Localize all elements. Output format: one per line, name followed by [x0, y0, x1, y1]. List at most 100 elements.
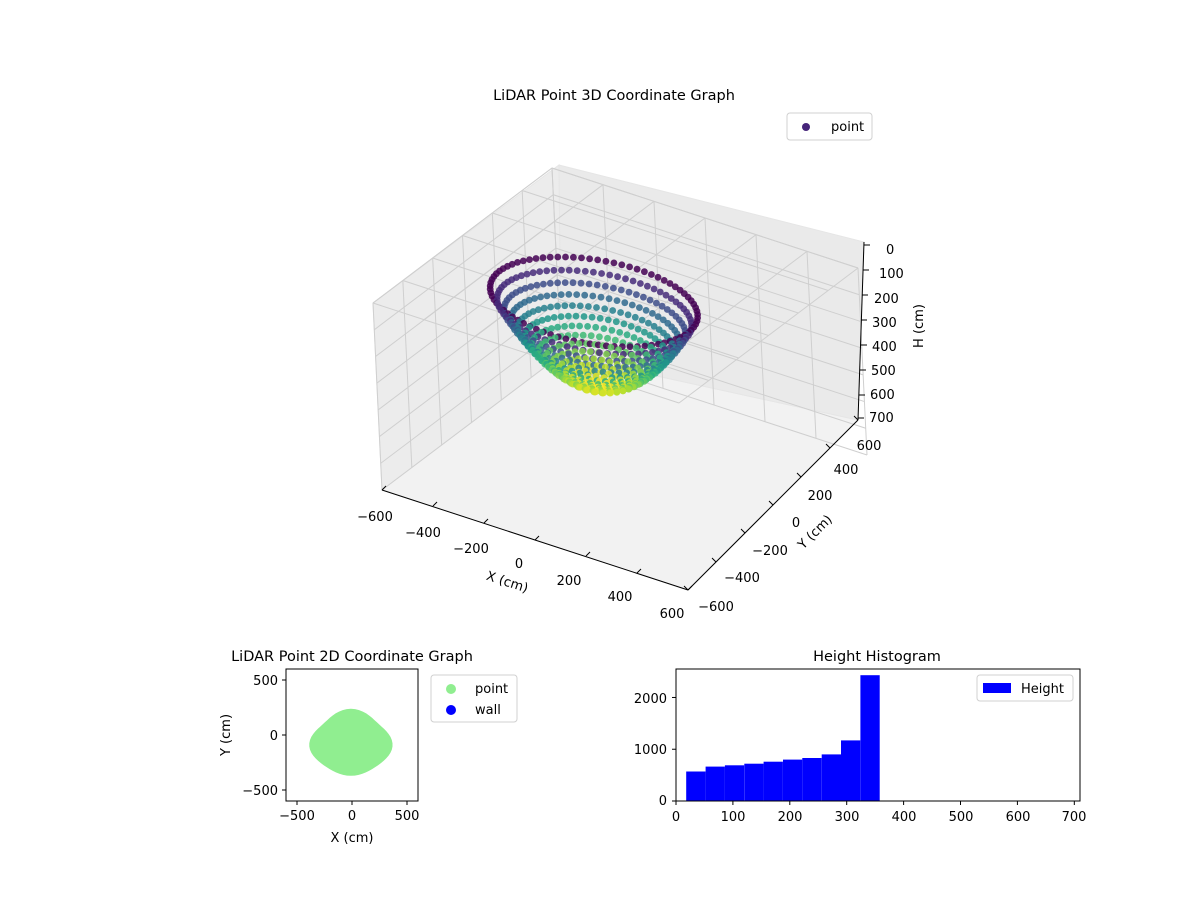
point-marker — [611, 336, 619, 344]
point-marker — [605, 295, 613, 303]
point-marker — [641, 328, 648, 336]
point-marker — [591, 367, 599, 375]
point-marker — [638, 316, 646, 324]
point-marker — [573, 267, 581, 274]
point-marker — [547, 303, 554, 311]
grid-line — [602, 184, 613, 372]
point-marker — [518, 272, 525, 280]
point-marker — [634, 325, 642, 333]
legend-2d: point wall — [430, 674, 518, 723]
legend-marker-point — [446, 684, 456, 694]
point-marker — [654, 273, 662, 281]
x-tick-label: 300 — [835, 810, 860, 825]
point-marker — [656, 288, 664, 296]
legend-swatch-height — [983, 683, 1011, 693]
point-marker — [526, 256, 533, 263]
point-marker — [554, 302, 561, 310]
point-marker — [550, 314, 558, 321]
legend-histogram: Height — [976, 674, 1074, 702]
histogram-title: Height Histogram — [813, 649, 941, 665]
point-marker — [658, 302, 666, 310]
point-marker — [594, 256, 602, 264]
point-marker — [609, 307, 617, 314]
z-tick-label: 700 — [869, 411, 894, 426]
histogram-frame — [675, 668, 1081, 802]
grid-line — [462, 235, 472, 423]
point-marker — [577, 279, 585, 287]
point-marker — [633, 291, 640, 298]
chart-2d-ticks: −500 0 500 500 0 −500 X (cm) Y (cm) — [219, 674, 419, 846]
legend-3d: point — [786, 112, 873, 141]
point-marker — [588, 313, 596, 321]
histogram-bar — [802, 758, 822, 801]
z-axis-label: H (cm) — [912, 304, 927, 348]
point-region — [309, 708, 393, 776]
y-tick-label: −200 — [752, 544, 788, 559]
point-marker — [578, 254, 585, 262]
y-tick-label: 200 — [808, 489, 833, 504]
y-tick-label: 2000 — [634, 692, 667, 707]
point-marker — [629, 277, 637, 285]
point-marker — [608, 326, 616, 334]
histogram-bars — [686, 675, 880, 801]
point-marker — [523, 270, 531, 278]
point-marker — [601, 305, 609, 313]
point-marker — [671, 283, 679, 291]
point-marker — [637, 280, 644, 287]
z-axis-line — [857, 241, 865, 421]
point-marker — [544, 315, 552, 323]
point-marker — [563, 343, 571, 351]
point-marker — [540, 304, 548, 312]
point-marker — [601, 283, 609, 290]
point-marker — [593, 281, 601, 289]
point-marker — [557, 313, 565, 320]
point-marker — [640, 293, 647, 301]
point-marker — [645, 319, 652, 327]
x-tick-label: 600 — [1006, 810, 1031, 825]
legend-marker-wall — [446, 705, 456, 715]
point-marker — [592, 323, 600, 331]
point-marker — [543, 267, 551, 275]
point-marker — [642, 307, 650, 314]
point-marker — [653, 299, 660, 307]
point-marker — [646, 331, 654, 339]
point-marker — [580, 313, 588, 320]
point-marker — [599, 389, 607, 397]
z-tick-label: 0 — [886, 243, 894, 258]
point-marker — [607, 344, 615, 351]
x-axis-label: X (cm) — [484, 569, 530, 597]
point-marker — [649, 348, 656, 356]
histogram-bar — [841, 740, 861, 801]
chart-histogram: Height Histogram 0 100 200 300 400 500 6… — [634, 649, 1087, 825]
point-marker — [599, 368, 607, 376]
point-marker — [590, 355, 598, 363]
x-tick-label: 400 — [608, 590, 633, 605]
grid-line — [755, 234, 766, 422]
point-marker — [576, 302, 584, 310]
point-marker — [596, 333, 603, 341]
point-marker — [536, 268, 544, 275]
point-marker — [625, 385, 633, 393]
grid-line — [522, 190, 829, 291]
point-marker — [557, 291, 565, 298]
grid-line — [806, 251, 817, 439]
point-marker — [572, 331, 579, 339]
point-marker — [604, 316, 612, 324]
point-marker — [628, 351, 636, 359]
point-marker — [624, 358, 632, 365]
point-marker — [667, 295, 675, 302]
point-marker — [546, 253, 554, 261]
point-marker — [582, 355, 590, 362]
x-tick-label: 200 — [778, 810, 803, 825]
x-tick-label: 200 — [557, 574, 582, 589]
grid-line — [551, 167, 562, 356]
z-ticks: 0 100 200 300 400 500 600 700 H (cm) — [858, 243, 927, 426]
z-tick-label: 400 — [872, 340, 897, 355]
point-marker — [636, 304, 643, 311]
point-marker — [565, 312, 572, 320]
point-marker — [581, 291, 589, 299]
y-tick-label: 400 — [834, 463, 859, 478]
point-marker — [641, 268, 648, 276]
point-marker — [596, 314, 604, 322]
